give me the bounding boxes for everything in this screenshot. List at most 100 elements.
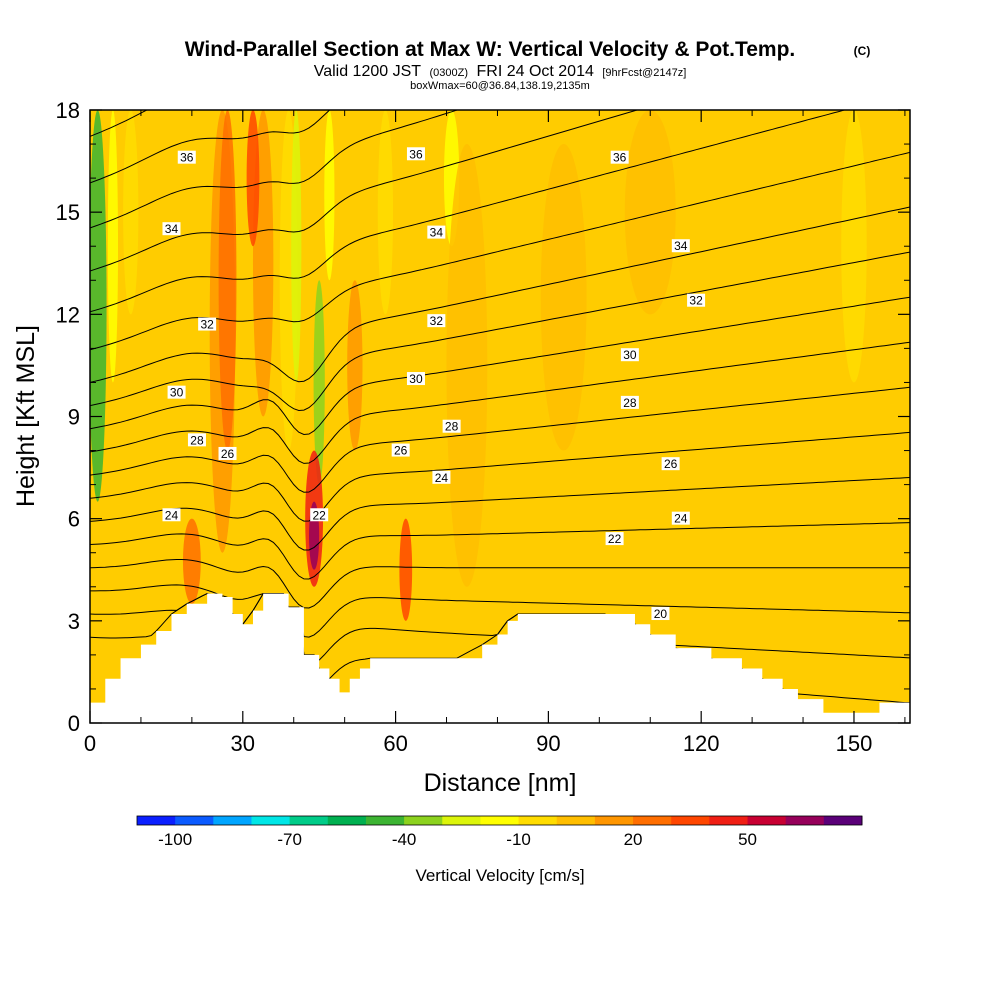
theta-contour-line bbox=[90, 522, 910, 580]
colorbar-tick-label: 20 bbox=[624, 830, 643, 849]
x-tick-label: 90 bbox=[536, 731, 560, 756]
chart-title: Wind-Parallel Section at Max W: Vertical… bbox=[185, 38, 796, 61]
theta-contour-label-text: 28 bbox=[623, 396, 637, 410]
colorbar-swatch bbox=[175, 816, 214, 825]
theta-contour-line bbox=[90, 559, 910, 609]
theta-contour-label-text: 32 bbox=[430, 314, 444, 328]
theta-contour-label: 32 bbox=[427, 314, 446, 328]
colorbar-swatch bbox=[137, 816, 176, 825]
colorbar-tick-label: 50 bbox=[738, 830, 757, 849]
plot-area: 20 22 22 24 24 24 26 26 26 28 28 28 30 30 30 32 32 32 34 34… bbox=[90, 110, 910, 723]
velocity-feature bbox=[446, 144, 488, 587]
velocity-feature bbox=[841, 110, 867, 383]
theta-contour-label: 26 bbox=[391, 443, 410, 458]
theta-contour-label-text: 28 bbox=[445, 420, 459, 434]
velocity-feature bbox=[347, 280, 363, 451]
x-tick-label: 30 bbox=[231, 731, 255, 756]
theta-contour-label-text: 26 bbox=[664, 457, 678, 471]
theta-contour-label: 24 bbox=[432, 470, 451, 485]
velocity-feature bbox=[324, 110, 335, 281]
theta-contour-label: 34 bbox=[162, 222, 181, 236]
theta-contour-label: 36 bbox=[177, 150, 196, 165]
colorbar-swatch bbox=[518, 816, 558, 825]
velocity-feature bbox=[218, 110, 237, 451]
theta-contour-label-text: 36 bbox=[409, 147, 423, 161]
colorbar-swatch bbox=[251, 816, 291, 825]
colorbar-swatch bbox=[442, 816, 481, 825]
colorbar-swatch bbox=[404, 816, 443, 825]
x-tick-label: 60 bbox=[383, 731, 407, 756]
y-tick-label: 3 bbox=[68, 609, 80, 634]
velocity-feature bbox=[90, 110, 107, 502]
x-tick-label: 120 bbox=[683, 731, 720, 756]
colorbar-swatch bbox=[556, 816, 596, 825]
colorbar-swatch bbox=[823, 816, 863, 825]
theta-contour-label-text: 32 bbox=[200, 318, 214, 332]
x-axis-label: Distance [nm] bbox=[424, 769, 577, 797]
theta-contour-label: 36 bbox=[406, 147, 425, 161]
theta-contour-label-text: 24 bbox=[674, 512, 688, 526]
theta-contour-label-text: 30 bbox=[170, 386, 184, 400]
colorbar-swatch bbox=[327, 816, 367, 825]
velocity-feature bbox=[246, 110, 260, 247]
theta-contour-line bbox=[90, 477, 910, 551]
theta-contour-line bbox=[90, 341, 910, 464]
box-note: boxWmax=60@36.84,138.19,2135m bbox=[410, 80, 590, 92]
theta-contour-label: 26 bbox=[218, 446, 237, 461]
theta-contour-label-text: 30 bbox=[623, 348, 637, 362]
velocity-feature bbox=[291, 110, 302, 383]
theta-contour-line bbox=[90, 206, 910, 383]
velocity-feature bbox=[540, 144, 587, 451]
theta-contour-line bbox=[90, 110, 459, 229]
theta-contour-label-text: 28 bbox=[190, 433, 204, 447]
theta-contour-label: 24 bbox=[162, 508, 181, 522]
theta-contour-label-text: 24 bbox=[435, 471, 449, 485]
colorbar-tick-label: -40 bbox=[392, 830, 417, 849]
colorbar-swatch bbox=[671, 816, 710, 825]
theta-contour-label: 28 bbox=[442, 419, 461, 434]
theta-contour-label: 32 bbox=[198, 317, 217, 332]
theta-contour-line bbox=[90, 386, 910, 493]
theta-contour-label: 26 bbox=[661, 457, 680, 471]
theta-contour-label-text: 34 bbox=[674, 239, 688, 253]
theta-contour-line bbox=[90, 110, 847, 313]
theta-contour-label-text: 36 bbox=[180, 151, 194, 165]
velocity-feature bbox=[107, 110, 119, 383]
theta-contour-label-text: 26 bbox=[221, 447, 235, 461]
theta-contour-label: 34 bbox=[671, 239, 690, 253]
y-tick-label: 9 bbox=[68, 405, 80, 430]
colorbar: -100 -70 -40 -10 20 50 bbox=[136, 815, 863, 849]
theta-contour-label: 24 bbox=[671, 511, 690, 526]
theta-contour-label: 30 bbox=[406, 372, 425, 386]
terrain-mask bbox=[90, 593, 910, 723]
colorbar-tick-label: -10 bbox=[506, 830, 531, 849]
colorbar-tick-label: -70 bbox=[277, 830, 302, 849]
theta-contour-label: 30 bbox=[167, 385, 186, 400]
theta-contour-label: 22 bbox=[605, 532, 624, 546]
x-tick-label: 0 bbox=[84, 731, 96, 756]
theta-contour-line bbox=[90, 110, 331, 184]
theta-contour-line bbox=[90, 296, 910, 436]
theta-contour-label: 34 bbox=[427, 225, 446, 240]
velocity-feature bbox=[182, 518, 201, 604]
theta-contour-label: 20 bbox=[651, 607, 670, 621]
colorbar-swatch bbox=[594, 816, 634, 825]
y-tick-label: 12 bbox=[56, 302, 80, 327]
chart-subtitle: Valid 1200 JST (0300Z) FRI 24 Oct 2014 [… bbox=[314, 63, 687, 80]
theta-contour-label-text: 36 bbox=[613, 151, 627, 165]
colorbar-swatch bbox=[365, 816, 405, 825]
theta-contour-label: 28 bbox=[620, 395, 639, 410]
y-tick-label: 18 bbox=[56, 98, 80, 123]
theta-contour-line bbox=[90, 151, 910, 351]
theta-contour-label: 32 bbox=[687, 293, 706, 308]
theta-contour-label: 36 bbox=[610, 150, 629, 165]
colorbar-frame bbox=[136, 815, 863, 826]
velocity-feature bbox=[377, 110, 394, 315]
contour-labels: 20 22 22 24 24 24 26 26 26 28 28 28 30 30 30 32 32 32 34 34… bbox=[162, 147, 706, 621]
theta-contour-line bbox=[90, 251, 910, 412]
velocity-feature bbox=[624, 110, 676, 315]
theta-contour-label-text: 22 bbox=[313, 508, 327, 522]
velocity-feature bbox=[313, 280, 325, 485]
